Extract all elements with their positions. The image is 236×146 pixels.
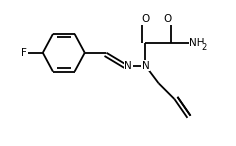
Text: NH: NH	[190, 38, 205, 48]
Text: F: F	[21, 48, 27, 58]
Text: N: N	[124, 61, 132, 71]
Text: O: O	[141, 14, 150, 25]
Text: NH: NH	[190, 38, 205, 48]
Text: 2: 2	[201, 43, 206, 52]
Text: O: O	[163, 14, 171, 25]
Text: N: N	[142, 61, 149, 71]
